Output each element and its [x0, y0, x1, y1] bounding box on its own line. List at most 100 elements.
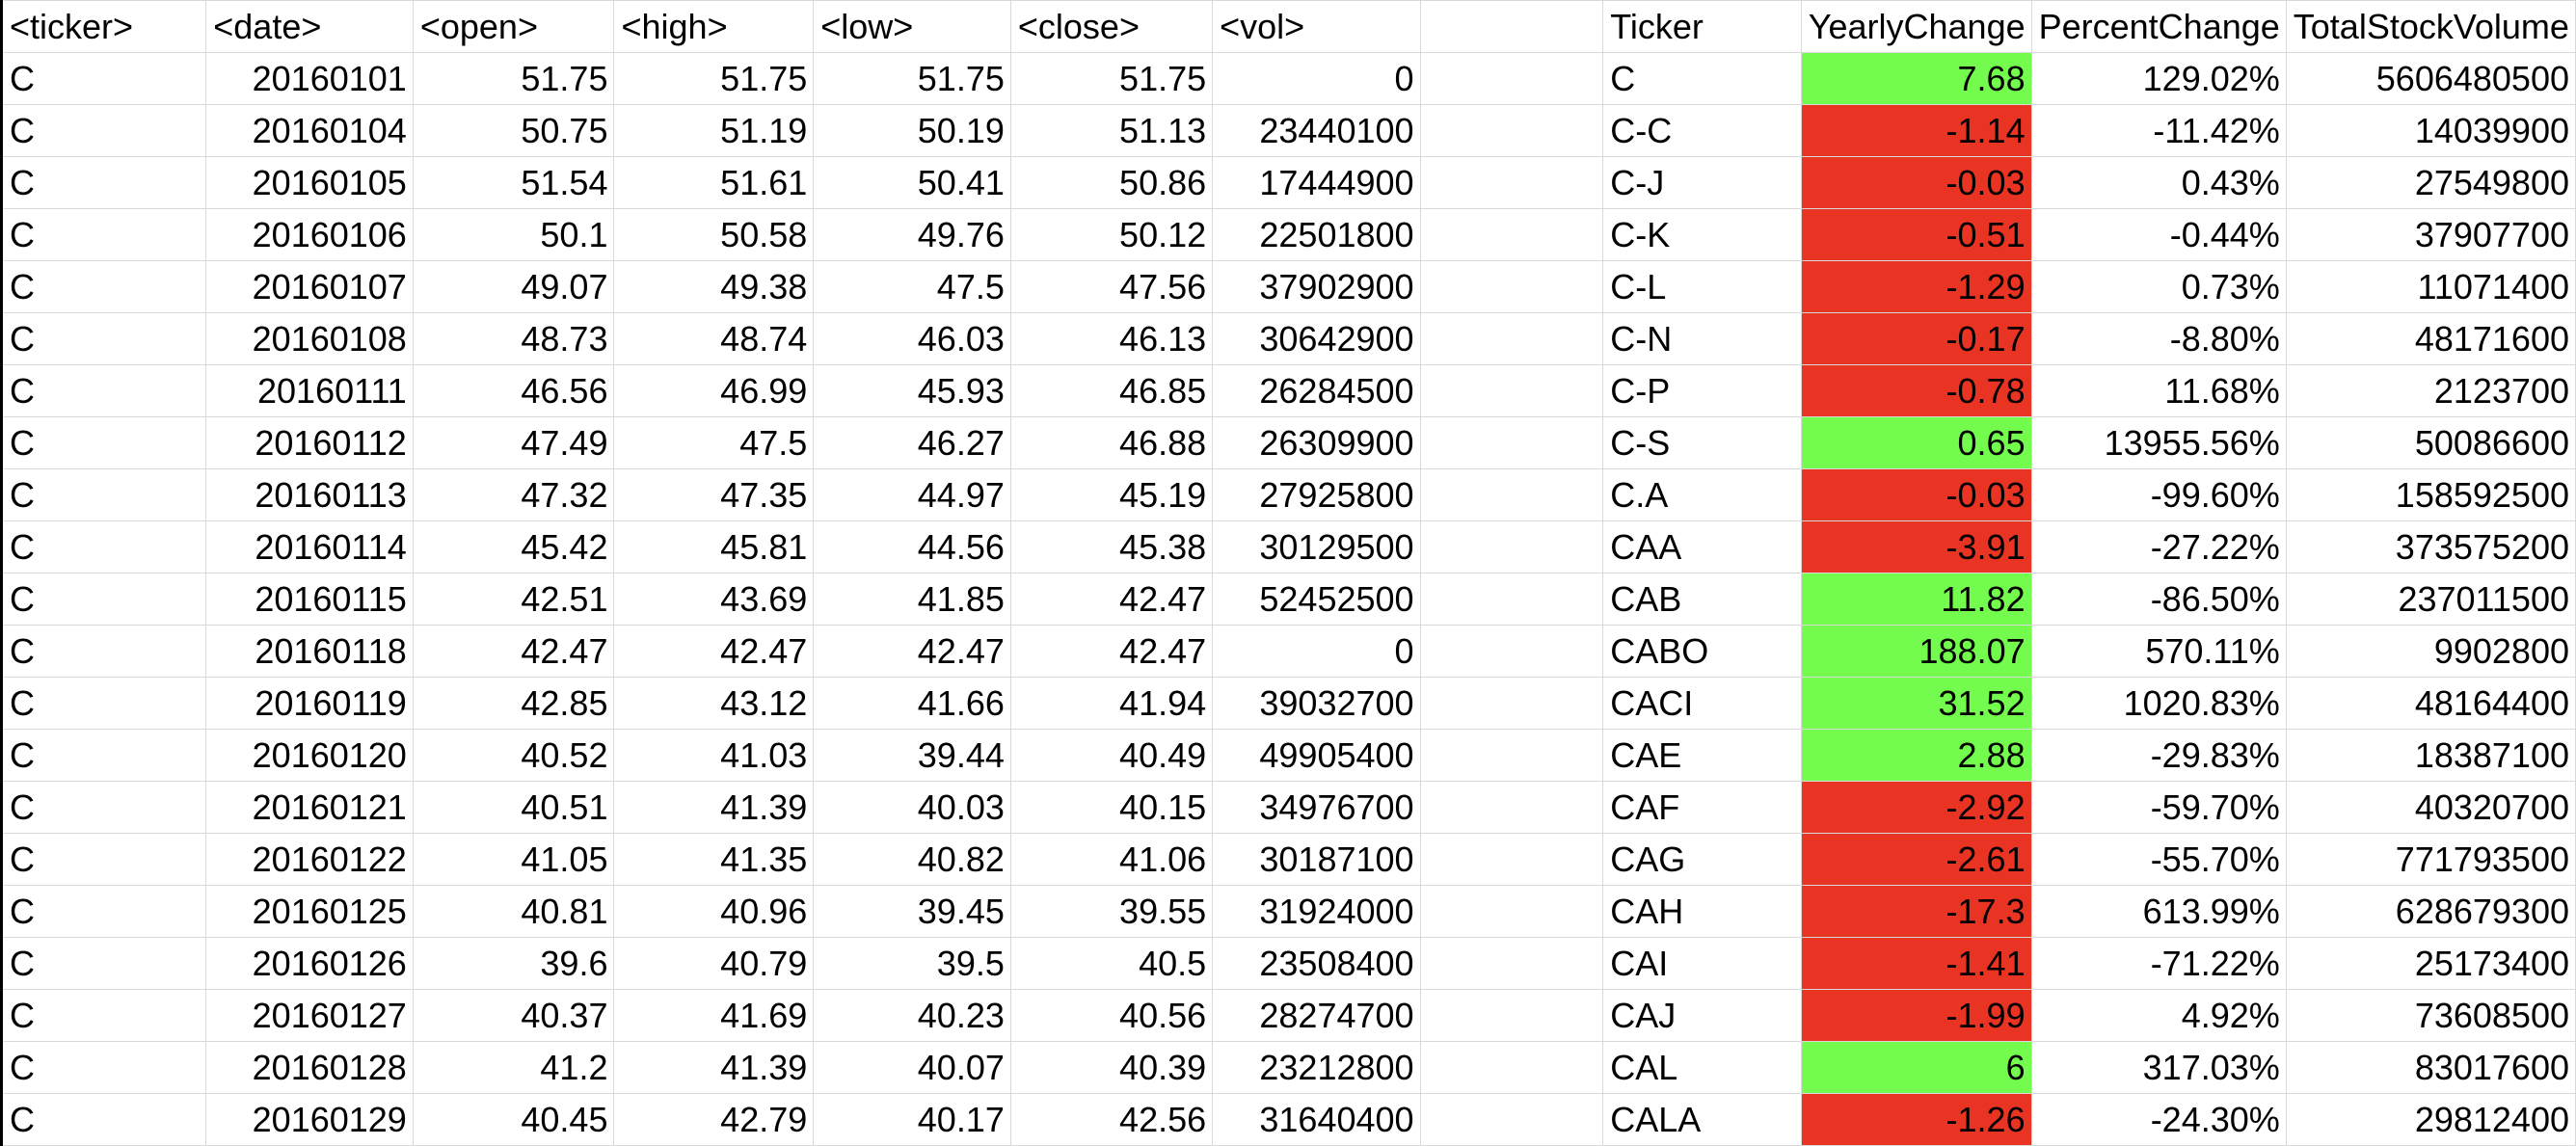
cell-ticker[interactable]: C: [0, 156, 207, 209]
cell-percent-change[interactable]: -55.70%: [2031, 833, 2287, 886]
cell-vol[interactable]: 28274700: [1212, 989, 1421, 1042]
cell-empty[interactable]: [1420, 416, 1604, 469]
cell-ticker[interactable]: C: [0, 104, 207, 157]
cell-empty[interactable]: [1420, 729, 1604, 782]
cell-date[interactable]: 20160104: [205, 104, 414, 157]
cell-vol[interactable]: 23508400: [1212, 937, 1421, 990]
cell-date[interactable]: 20160112: [205, 416, 414, 469]
cell-high[interactable]: 43.69: [613, 573, 815, 626]
cell-open[interactable]: 51.54: [413, 156, 615, 209]
cell-ticker[interactable]: C: [0, 468, 207, 521]
cell-open[interactable]: 42.85: [413, 677, 615, 730]
cell-vol[interactable]: 22501800: [1212, 208, 1421, 261]
cell-percent-change[interactable]: 570.11%: [2031, 625, 2287, 678]
cell-summary-ticker[interactable]: C-L: [1602, 260, 1802, 313]
cell-percent-change[interactable]: -11.42%: [2031, 104, 2287, 157]
cell-close[interactable]: 42.47: [1010, 573, 1214, 626]
cell-ticker[interactable]: C: [0, 1093, 207, 1146]
cell-date[interactable]: 20160115: [205, 573, 414, 626]
cell-close[interactable]: 46.88: [1010, 416, 1214, 469]
cell-empty[interactable]: [1420, 156, 1604, 209]
cell-ticker[interactable]: C: [0, 989, 207, 1042]
header-cell-open[interactable]: <open>: [413, 0, 615, 53]
header-cell-summary-ticker[interactable]: Ticker: [1602, 0, 1802, 53]
cell-high[interactable]: 51.75: [613, 52, 815, 105]
cell-yearly-change[interactable]: -0.03: [1801, 468, 2032, 521]
cell-low[interactable]: 42.47: [813, 625, 1011, 678]
cell-vol[interactable]: 31924000: [1212, 885, 1421, 938]
cell-close[interactable]: 40.15: [1010, 781, 1214, 834]
cell-close[interactable]: 50.86: [1010, 156, 1214, 209]
cell-empty[interactable]: [1420, 781, 1604, 834]
header-cell-high[interactable]: <high>: [613, 0, 815, 53]
cell-yearly-change[interactable]: 6: [1801, 1041, 2032, 1094]
cell-high[interactable]: 47.5: [613, 416, 815, 469]
cell-close[interactable]: 45.19: [1010, 468, 1214, 521]
cell-close[interactable]: 39.55: [1010, 885, 1214, 938]
cell-percent-change[interactable]: 129.02%: [2031, 52, 2287, 105]
cell-open[interactable]: 51.75: [413, 52, 615, 105]
cell-empty[interactable]: [1420, 937, 1604, 990]
cell-high[interactable]: 40.79: [613, 937, 815, 990]
cell-date[interactable]: 20160126: [205, 937, 414, 990]
cell-ticker[interactable]: C: [0, 833, 207, 886]
cell-open[interactable]: 40.45: [413, 1093, 615, 1146]
cell-vol[interactable]: 27925800: [1212, 468, 1421, 521]
cell-open[interactable]: 40.81: [413, 885, 615, 938]
header-cell-low[interactable]: <low>: [813, 0, 1011, 53]
cell-summary-ticker[interactable]: CABO: [1602, 625, 1802, 678]
cell-date[interactable]: 20160105: [205, 156, 414, 209]
cell-low[interactable]: 47.5: [813, 260, 1011, 313]
cell-percent-change[interactable]: -59.70%: [2031, 781, 2287, 834]
cell-summary-ticker[interactable]: C-P: [1602, 364, 1802, 417]
cell-summary-ticker[interactable]: CAL: [1602, 1041, 1802, 1094]
cell-close[interactable]: 41.94: [1010, 677, 1214, 730]
cell-low[interactable]: 41.85: [813, 573, 1011, 626]
cell-summary-ticker[interactable]: CACI: [1602, 677, 1802, 730]
cell-total-stock-volume[interactable]: 73608500: [2286, 989, 2576, 1042]
cell-low[interactable]: 45.93: [813, 364, 1011, 417]
cell-date[interactable]: 20160118: [205, 625, 414, 678]
cell-high[interactable]: 43.12: [613, 677, 815, 730]
cell-percent-change[interactable]: 317.03%: [2031, 1041, 2287, 1094]
cell-vol[interactable]: 0: [1212, 52, 1421, 105]
header-cell-percent-change[interactable]: PercentChange: [2031, 0, 2287, 53]
cell-yearly-change[interactable]: -0.17: [1801, 312, 2032, 365]
cell-open[interactable]: 39.6: [413, 937, 615, 990]
cell-yearly-change[interactable]: -2.92: [1801, 781, 2032, 834]
cell-ticker[interactable]: C: [0, 1041, 207, 1094]
cell-percent-change[interactable]: 13955.56%: [2031, 416, 2287, 469]
cell-ticker[interactable]: C: [0, 364, 207, 417]
cell-total-stock-volume[interactable]: 48171600: [2286, 312, 2576, 365]
cell-date[interactable]: 20160129: [205, 1093, 414, 1146]
cell-high[interactable]: 41.69: [613, 989, 815, 1042]
cell-vol[interactable]: 37902900: [1212, 260, 1421, 313]
cell-ticker[interactable]: C: [0, 573, 207, 626]
cell-close[interactable]: 45.38: [1010, 520, 1214, 573]
cell-close[interactable]: 40.56: [1010, 989, 1214, 1042]
cell-close[interactable]: 47.56: [1010, 260, 1214, 313]
cell-total-stock-volume[interactable]: 27549800: [2286, 156, 2576, 209]
cell-vol[interactable]: 30642900: [1212, 312, 1421, 365]
cell-yearly-change[interactable]: -0.03: [1801, 156, 2032, 209]
cell-vol[interactable]: 39032700: [1212, 677, 1421, 730]
cell-vol[interactable]: 34976700: [1212, 781, 1421, 834]
cell-empty[interactable]: [1420, 104, 1604, 157]
cell-yearly-change[interactable]: -0.78: [1801, 364, 2032, 417]
cell-empty[interactable]: [1420, 468, 1604, 521]
cell-low[interactable]: 50.41: [813, 156, 1011, 209]
cell-date[interactable]: 20160128: [205, 1041, 414, 1094]
cell-open[interactable]: 48.73: [413, 312, 615, 365]
cell-empty[interactable]: [1420, 208, 1604, 261]
cell-total-stock-volume[interactable]: 11071400: [2286, 260, 2576, 313]
cell-yearly-change[interactable]: -2.61: [1801, 833, 2032, 886]
cell-low[interactable]: 39.5: [813, 937, 1011, 990]
cell-percent-change[interactable]: -86.50%: [2031, 573, 2287, 626]
cell-yearly-change[interactable]: 31.52: [1801, 677, 2032, 730]
cell-close[interactable]: 40.5: [1010, 937, 1214, 990]
cell-close[interactable]: 40.39: [1010, 1041, 1214, 1094]
cell-date[interactable]: 20160121: [205, 781, 414, 834]
cell-date[interactable]: 20160120: [205, 729, 414, 782]
cell-high[interactable]: 49.38: [613, 260, 815, 313]
cell-total-stock-volume[interactable]: 771793500: [2286, 833, 2576, 886]
